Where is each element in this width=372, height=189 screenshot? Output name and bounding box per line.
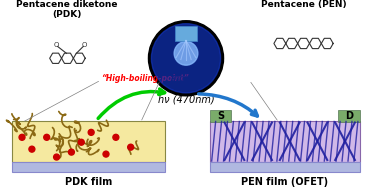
Text: Pentacene diketone
(PDK): Pentacene diketone (PDK)	[16, 0, 117, 19]
Circle shape	[29, 146, 35, 152]
Circle shape	[174, 42, 198, 65]
Circle shape	[103, 151, 109, 157]
Text: D: D	[345, 111, 353, 121]
Circle shape	[151, 24, 221, 93]
Text: O: O	[54, 43, 59, 48]
Circle shape	[68, 149, 74, 155]
Text: additive: additive	[168, 74, 202, 83]
Circle shape	[128, 144, 134, 150]
Circle shape	[19, 134, 25, 140]
FancyBboxPatch shape	[210, 162, 360, 172]
FancyBboxPatch shape	[175, 26, 197, 42]
Circle shape	[44, 134, 50, 140]
Circle shape	[148, 21, 224, 96]
FancyBboxPatch shape	[12, 121, 165, 162]
Text: PEN film (OFET): PEN film (OFET)	[241, 177, 328, 187]
Text: Pentacene (PEN): Pentacene (PEN)	[261, 0, 346, 9]
Circle shape	[113, 134, 119, 140]
FancyBboxPatch shape	[12, 162, 165, 172]
Text: O: O	[81, 43, 87, 48]
FancyBboxPatch shape	[338, 110, 360, 122]
FancyBboxPatch shape	[210, 121, 360, 162]
FancyBboxPatch shape	[210, 110, 231, 122]
Circle shape	[88, 129, 94, 135]
Text: hν (470nm): hν (470nm)	[158, 95, 214, 105]
Text: “High-boiling-point”: “High-boiling-point”	[101, 74, 189, 83]
Circle shape	[54, 154, 60, 160]
Text: S: S	[217, 111, 224, 121]
Circle shape	[78, 139, 84, 145]
Text: PDK film: PDK film	[65, 177, 112, 187]
